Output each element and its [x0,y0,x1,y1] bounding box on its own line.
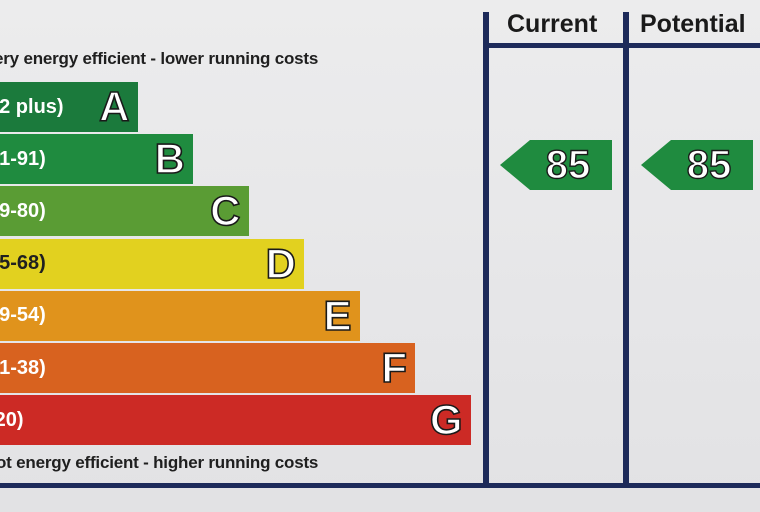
caption-inefficient: ot energy efficient - higher running cos… [0,453,319,472]
band-range-label: 02 plus) [0,95,64,118]
band-range-label: 69-80) [0,199,46,222]
bottom-rule [0,483,760,488]
band-f: 21-38) F [0,343,415,393]
band-letter: D [265,239,297,287]
band-b: 81-91) B [0,134,193,185]
divider-left [483,12,489,488]
arrow-shape [641,140,753,191]
divider-middle [623,12,629,488]
band-range-label: 55-68) [0,252,46,275]
band-letter: B [154,135,186,183]
band-range-label: -20) [0,408,24,431]
band-letter: C [209,187,241,235]
band-range-label: 39-54) [0,304,46,327]
band-range-label: 21-38) [0,356,46,379]
rating-value: 85 [686,142,732,188]
rating-value: 85 [545,142,591,188]
arrow-shape [500,140,612,191]
potential-rating-badge: 85 [641,140,753,191]
band-letter: F [381,344,408,391]
band-e: 39-54) E [0,290,360,341]
band-d: 55-68) D [0,238,304,289]
potential-header: Potential [640,10,746,38]
band-a: 02 plus) A [0,82,138,132]
band-c: 69-80) C [0,186,249,237]
band-range-label: 81-91) [0,147,46,170]
current-header: Current [507,10,598,38]
band-letter: E [323,291,353,339]
header-underline [483,43,760,48]
caption-efficient: ery energy efficient - lower running cos… [0,49,319,68]
band-letter: G [429,396,463,444]
current-rating-badge: 85 [500,140,612,191]
band-g: -20) G [0,395,471,446]
band-letter: A [98,83,130,130]
